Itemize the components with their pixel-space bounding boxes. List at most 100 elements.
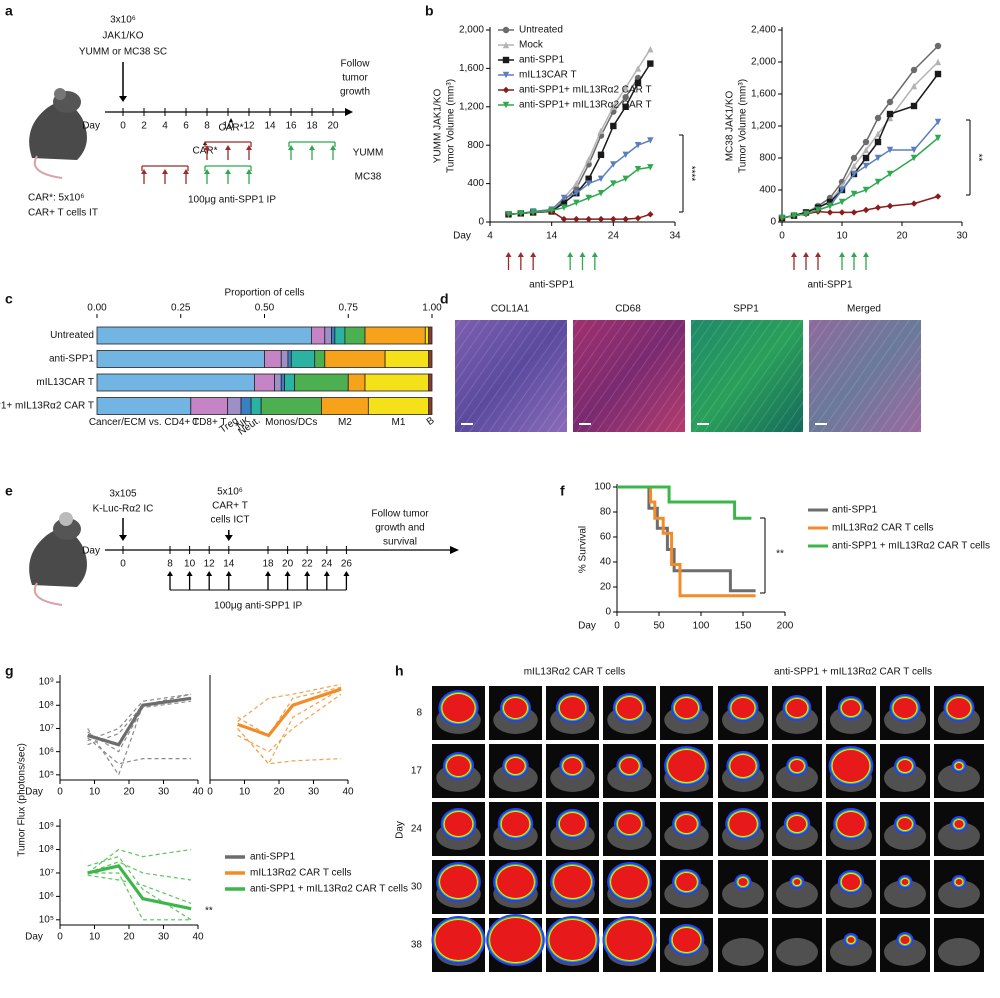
survival-curve [617,485,752,520]
arrow-head [246,169,252,174]
marker [826,202,834,210]
marker [862,162,870,170]
day-tick-label: 10 [222,121,234,132]
arrow-head [304,571,311,576]
day-tick-label: 8 [167,559,173,570]
dose-text: CAR+ T [212,501,248,512]
marker [610,103,617,110]
y-tick-label: 10⁷ [39,868,54,879]
row-label: MC38 [355,172,382,183]
marker [862,186,870,194]
x-tick-label: 0.25 [171,303,191,314]
image-label: COL1A1 [491,304,530,315]
individual-line [87,872,192,921]
micrograph-texture [809,320,921,432]
individual-line [87,737,192,765]
arrow-head [591,252,598,257]
bar-segment [334,326,346,345]
model-text: JAK1/KO [102,31,143,42]
marker [585,215,592,223]
bar-segment [227,397,242,415]
marker [814,206,822,214]
x-tick-label: 200 [777,621,794,632]
significance: **** [685,166,696,182]
x-tick-label: 0 [614,621,620,632]
signal [793,879,801,885]
signal [786,699,808,717]
mouse-body [884,880,926,908]
arrow-head [183,169,189,174]
signal [837,812,865,836]
marker [560,215,568,223]
marker [502,41,510,49]
arrow-head [517,252,524,257]
marker [647,211,654,218]
arrow-head [119,535,127,541]
marker [826,198,834,206]
segment-label: Monos/DCs [265,417,317,428]
signal [898,818,912,830]
y-axis-label: YUMM JAK1/KO [433,89,444,164]
marker [560,199,568,206]
mouse-icon-a [29,88,87,179]
ip-text: 100μg anti-SPP1 IP [188,195,276,206]
y-axis-label: MC38 JAK1/KO [725,90,736,161]
bar-segment [280,373,285,392]
individual-line [87,874,192,904]
marker [610,161,617,168]
marker [934,58,942,66]
signal [731,698,755,718]
marker [647,46,654,53]
x-tick-label: 1.00 [422,303,442,314]
signal [435,920,482,960]
mouse-body [938,938,980,966]
arrow-head [265,571,271,576]
y-axis-label: Tumor Volume (mm³) [738,79,749,173]
signal [440,866,477,898]
arrow-head [224,535,233,541]
marker [647,164,654,171]
bar-segment [324,350,386,368]
day-tick-label: 4 [162,121,168,132]
marker [934,70,942,78]
marker [886,98,894,106]
dose-text: 3x10⁶ [110,15,136,26]
arrow-head [343,571,350,576]
individual-line [87,861,192,881]
marker [585,156,592,163]
image-label: CD68 [615,304,641,315]
signal [676,815,697,833]
signal [847,937,855,943]
day-tick-label: 14 [223,559,235,570]
arrow-head [815,252,821,257]
x-tick-label: 40 [192,787,204,798]
ip-text: 100μg anti-SPP1 IP [214,601,302,612]
y-tick-label: 2,400 [751,25,776,36]
signal [901,879,909,885]
signal [841,700,861,716]
signal [900,936,910,944]
marker [502,56,510,64]
bar-segment [96,373,255,392]
marker [874,178,882,186]
marker [647,60,654,67]
marker [622,175,629,182]
group-title: mIL13Rα2 CAR T cells [524,667,626,678]
y-tick-label: 10⁶ [39,891,54,902]
follow-text: Follow [341,59,371,70]
arrow-head [309,145,315,150]
marker [862,146,870,154]
x-tick-label: 10 [89,787,101,798]
marker [502,26,510,34]
arrow-head [567,252,574,257]
mouse-body [830,938,872,966]
image-label: SPP1 [733,304,759,315]
x-tick-label: 10 [836,231,848,242]
panel-label: c [5,291,13,307]
marker [502,86,510,94]
marker [886,202,894,210]
y-tick-label: 10⁹ [39,677,54,688]
legend-label: anti-SPP1 [832,505,877,516]
category-label: Untreated [50,330,94,341]
marker [838,186,846,194]
